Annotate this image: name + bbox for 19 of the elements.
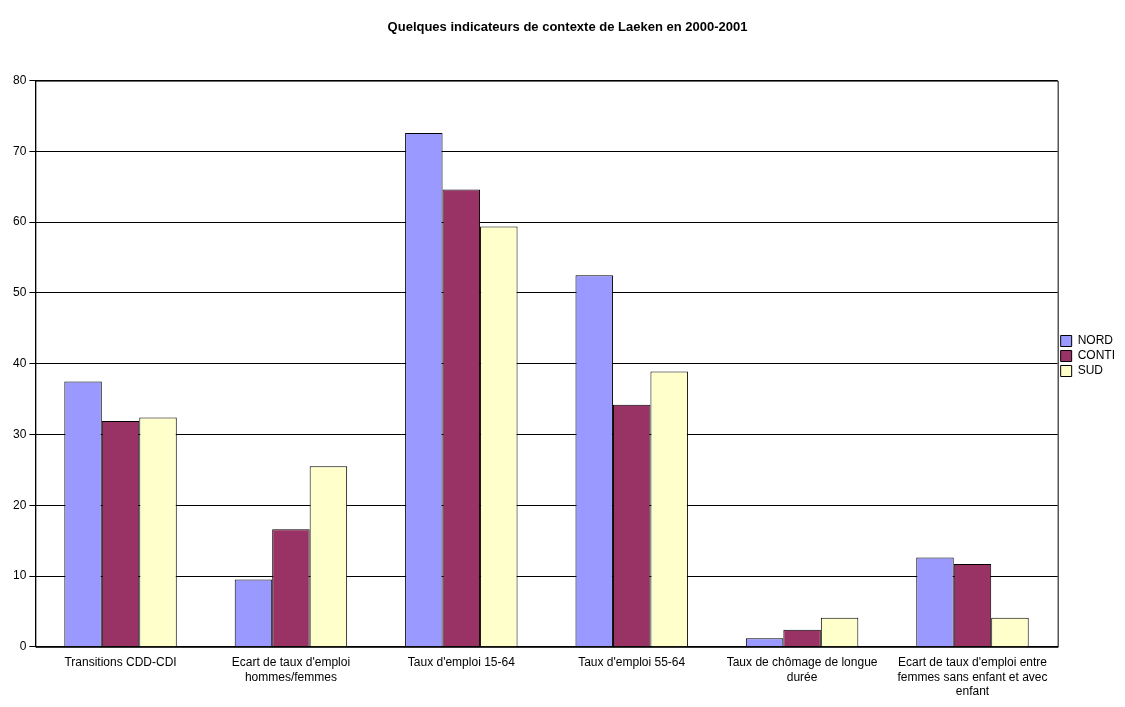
y-tick-label: 70	[12, 143, 27, 158]
y-tick-label: 80	[12, 72, 27, 87]
y-tick-label: 30	[12, 426, 27, 441]
chart-title: Quelques indicateurs de contexte de Laeken en 2000-2001	[387, 19, 748, 35]
x-tick-label: Ecart de taux d'emploi entre femmes sans enfant et avec enfant	[897, 655, 1048, 699]
y-tick-label: 0	[19, 639, 27, 654]
x-tick-label: Taux de chômage de longue durée	[726, 655, 878, 684]
y-tick-label: 10	[12, 568, 27, 583]
legend-label: SUD	[1077, 363, 1104, 378]
legend-label: CONTI	[1077, 348, 1116, 363]
x-tick-label: Taux d'emploi 55-64	[578, 655, 686, 670]
x-tick-label: Transitions CDD-CDI	[64, 655, 177, 670]
x-tick-label: Taux d'emploi 15-64	[407, 655, 516, 670]
y-tick-label: 50	[12, 285, 27, 300]
y-tick-label: 40	[12, 356, 27, 371]
x-tick-label: Ecart de taux d'emploi hommes/femmes	[231, 655, 351, 684]
y-tick-label: 60	[12, 214, 27, 229]
legend-label: NORD	[1077, 333, 1114, 348]
y-tick-label: 20	[12, 497, 27, 512]
